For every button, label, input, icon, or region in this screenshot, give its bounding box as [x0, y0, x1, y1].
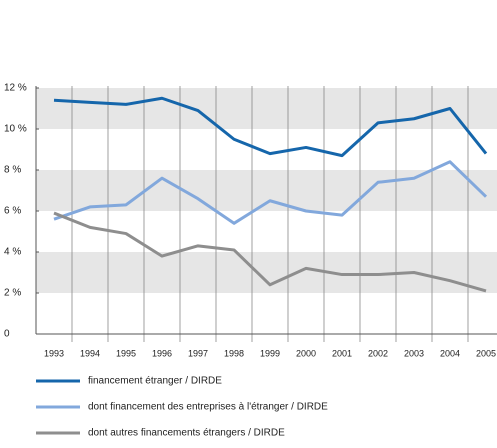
series-line	[53, 160, 488, 225]
grid-band	[36, 252, 497, 293]
grid-band	[36, 88, 497, 129]
series-line	[53, 96, 488, 158]
y-tick-label: 0	[4, 329, 10, 340]
x-tick-label: 2000	[296, 348, 316, 358]
x-tick-label: 2001	[332, 348, 352, 358]
x-tick-label: 2004	[440, 348, 460, 358]
legend-label: dont financement des entreprises à l'étr…	[88, 402, 328, 413]
y-tick-label: 10 %	[4, 124, 27, 135]
x-tick-label: 2002	[368, 348, 388, 358]
x-tick-label: 1995	[116, 348, 136, 358]
x-tick-label: 1998	[224, 348, 244, 358]
legend-label: financement étranger / DIRDE	[88, 376, 222, 387]
x-tick-label: 1997	[188, 348, 208, 358]
x-tick-label: 2003	[404, 348, 424, 358]
y-tick-label: 12 %	[4, 83, 27, 94]
y-tick-label: 8 %	[4, 165, 21, 176]
x-tick-label: 1999	[260, 348, 280, 358]
legend-label: dont autres financements étrangers / DIR…	[88, 428, 285, 439]
y-tick-label: 6 %	[4, 206, 21, 217]
series-line	[53, 211, 487, 293]
x-tick-label: 1994	[80, 348, 100, 358]
y-tick-label: 4 %	[4, 247, 21, 258]
x-tick-label: 1996	[152, 348, 172, 358]
x-tick-label: 2005	[476, 348, 496, 358]
y-tick-label: 2 %	[4, 288, 21, 299]
x-tick-label: 1993	[44, 348, 64, 358]
